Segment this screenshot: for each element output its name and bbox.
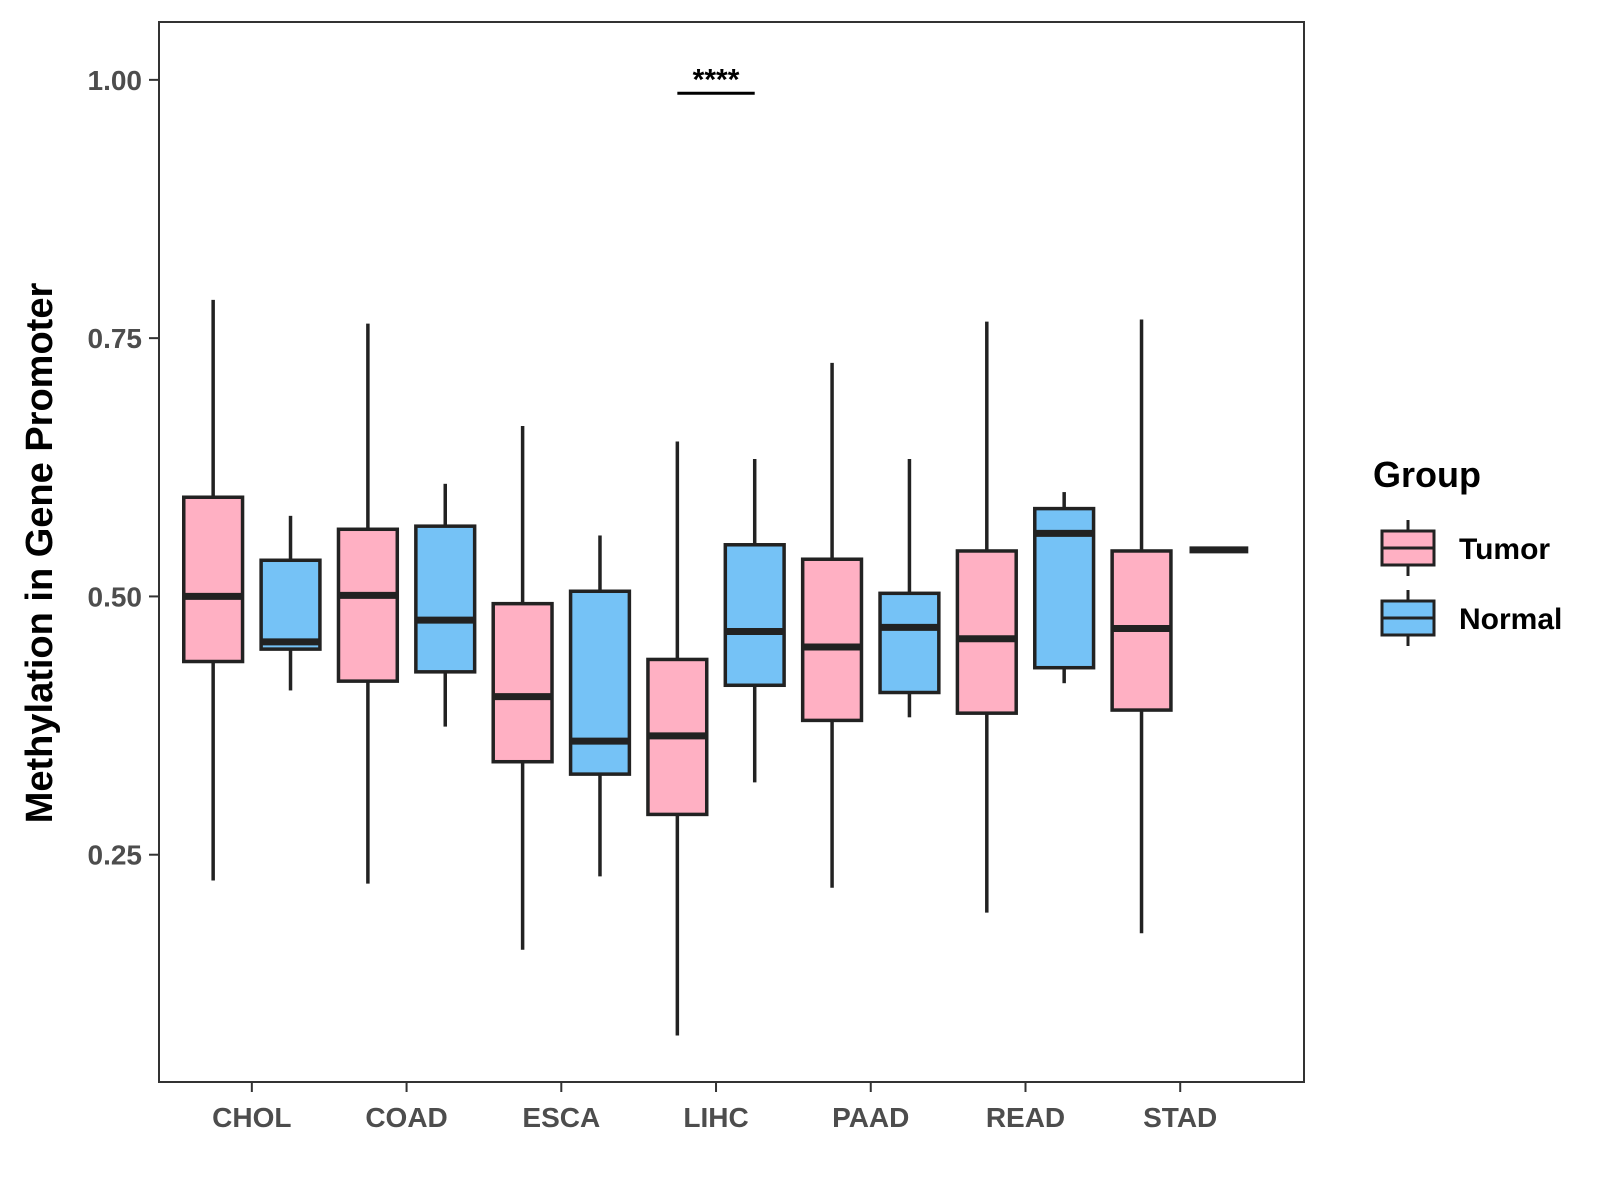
- box-body: [414, 524, 477, 674]
- box-normal-paad: [878, 459, 941, 718]
- box-body: [568, 589, 632, 776]
- y-axis-title: Methylation in Gene Promoter: [19, 283, 61, 824]
- box-tumor-coad: [336, 323, 400, 884]
- box-normal-lihc: [723, 459, 786, 783]
- box-body: [182, 495, 245, 664]
- box-normal-esca: [568, 535, 632, 877]
- legend-title: Group: [1373, 454, 1481, 495]
- legend-label-normal: Normal: [1459, 603, 1562, 636]
- x-tick-label-chol: CHOL: [212, 1102, 291, 1133]
- axes-layer: 0.25 0.50 0.75 1.00 CHOL COAD ESCA LIHC PAAD READ…: [88, 21, 1305, 1133]
- box-tumor-read: [955, 321, 1018, 913]
- box-tumor-stad: [1110, 319, 1173, 934]
- y-tick-label: 0.50: [88, 581, 143, 612]
- box-tumor-esca: [491, 425, 554, 950]
- box-body: [955, 549, 1018, 715]
- legend-key-tumor: [1380, 520, 1436, 576]
- boxes-layer: [182, 299, 1249, 1036]
- x-tick-label-lihc: LIHC: [683, 1102, 748, 1133]
- x-tick-label-read: READ: [986, 1102, 1065, 1133]
- box-body: [800, 557, 864, 723]
- box-body: [259, 558, 322, 651]
- box-tumor-chol: [182, 299, 245, 881]
- box-body: [723, 543, 786, 688]
- significance-label: ****: [693, 63, 740, 96]
- legend-label-tumor: Tumor: [1459, 533, 1550, 566]
- x-tick-label-coad: COAD: [365, 1102, 447, 1133]
- y-tick-label: 1.00: [88, 65, 143, 96]
- legend-key-normal: [1380, 590, 1436, 646]
- box-body: [878, 591, 941, 695]
- y-tick-label: 0.75: [88, 323, 143, 354]
- y-tick-label: 0.25: [88, 840, 143, 871]
- x-tick-label-esca: ESCA: [522, 1102, 600, 1133]
- box-normal-coad: [414, 483, 477, 727]
- box-tumor-lihc: [646, 441, 709, 1036]
- box-body: [336, 527, 400, 683]
- plot-panel-border: [158, 21, 1305, 1083]
- box-body: [491, 601, 554, 764]
- x-tick-label-paad: PAAD: [832, 1102, 909, 1133]
- box-tumor-paad: [800, 362, 864, 888]
- box-normal-chol: [259, 515, 322, 691]
- legend: Group Tumor Normal: [1373, 454, 1562, 646]
- annotations-layer: ****: [677, 63, 755, 96]
- box-normal-read: [1033, 492, 1096, 684]
- x-tick-label-stad: STAD: [1143, 1102, 1217, 1133]
